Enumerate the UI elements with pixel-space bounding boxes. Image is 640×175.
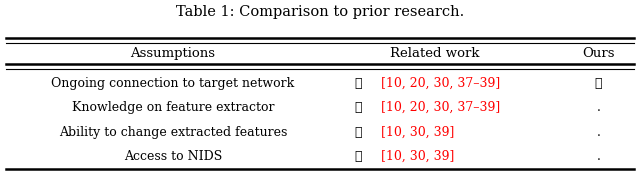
- Text: Ability to change extracted features: Ability to change extracted features: [59, 126, 287, 139]
- Text: ✓: ✓: [354, 77, 362, 90]
- Text: ✓: ✓: [354, 150, 362, 163]
- Text: Assumptions: Assumptions: [131, 47, 215, 60]
- Text: .: .: [596, 126, 600, 139]
- Text: ✓: ✓: [354, 101, 362, 114]
- Text: Access to NIDS: Access to NIDS: [124, 150, 222, 163]
- Text: Knowledge on feature extractor: Knowledge on feature extractor: [72, 101, 274, 114]
- Text: ✓: ✓: [354, 126, 362, 139]
- Text: .: .: [596, 150, 600, 163]
- Text: .: .: [596, 101, 600, 114]
- Text: Ours: Ours: [582, 47, 614, 60]
- Text: Table 1: Comparison to prior research.: Table 1: Comparison to prior research.: [176, 5, 464, 19]
- Text: Related work: Related work: [390, 47, 480, 60]
- Text: [10, 20, 30, 37–39]: [10, 20, 30, 37–39]: [381, 77, 500, 90]
- Text: [10, 30, 39]: [10, 30, 39]: [381, 150, 454, 163]
- Text: [10, 20, 30, 37–39]: [10, 20, 30, 37–39]: [381, 101, 500, 114]
- Text: [10, 30, 39]: [10, 30, 39]: [381, 126, 454, 139]
- Text: ✓: ✓: [595, 77, 602, 90]
- Text: Ongoing connection to target network: Ongoing connection to target network: [51, 77, 294, 90]
